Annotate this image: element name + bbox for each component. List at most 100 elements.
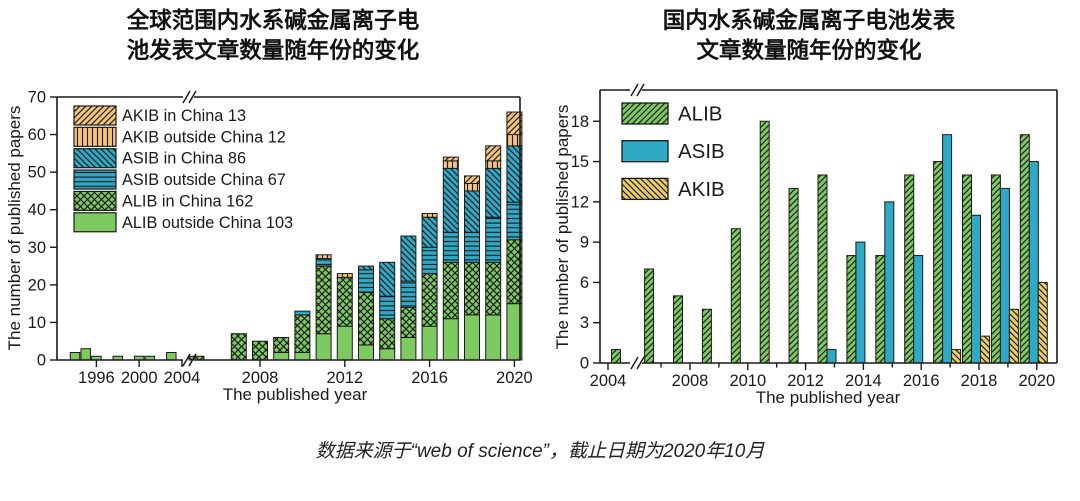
- right-bar-2015-asib: [884, 201, 895, 364]
- left-bar-2015-alib_out: [400, 336, 417, 361]
- right-chart-axes: 0 3 6 9 12 15 18 2004 2008 2010 2012 2014 2016 2018 20…: [571, 83, 1058, 390]
- left-x-tick-label: 2016: [411, 369, 448, 387]
- right-x-tick-label: 2014: [845, 372, 882, 390]
- legend-swatch-akib: [621, 177, 669, 201]
- right-y-tick-label: 6: [580, 274, 589, 292]
- legend-swatch-asib_out: [73, 169, 117, 190]
- left-chart-axes: 0 10 20 30 40 50 60 70 1996 2000 2004 2008 2012 2016 2…: [28, 89, 533, 388]
- right-bar-2008-alib: [673, 295, 683, 364]
- right-bar-2013-asib: [826, 349, 837, 364]
- left-chart: 0 10 20 30 40 50 60 70 1996 2000 2004 2008 2012 2016 2…: [28, 89, 533, 388]
- left-y-tick-label: 0: [37, 352, 46, 370]
- left-bar-2012-alib_out: [336, 325, 353, 361]
- right-x-tick-label: 2020: [1018, 372, 1055, 390]
- right-x-tick-label: 2016: [903, 372, 940, 390]
- left-bar-2010-asib_out: [294, 310, 311, 316]
- right-bar-2017-asib: [942, 134, 953, 364]
- right-y-tick-label: 3: [580, 314, 589, 332]
- left-x-tick-label: 2008: [242, 369, 279, 387]
- right-chart-legend: ALIB ASIB AKIB: [621, 102, 725, 201]
- left-bar-2016-akib_out: [421, 212, 438, 218]
- left-bar-2012-akib_out: [336, 273, 353, 278]
- left-x-tick-label: 2004: [164, 369, 201, 387]
- left-chart-title: 全球范围内水系碱金属离子电 池发表文章数量随年份的变化: [40, 6, 506, 65]
- right-bar-2015-alib: [875, 255, 886, 364]
- left-bar-2013-asib_out: [358, 269, 374, 293]
- left-bar-2018-akib_in: [464, 175, 480, 184]
- right-bar-2013-alib: [817, 174, 828, 364]
- legend-label-akib_out: AKIB outside China 12: [122, 128, 286, 146]
- left-bar-2018-akib_out: [464, 182, 480, 192]
- left-bar-2019-akib_in: [485, 145, 502, 162]
- left-bar-2019-asib_in: [485, 167, 502, 218]
- right-bar-2018-akib: [980, 335, 990, 364]
- left-x-tick-label: 2012: [326, 369, 363, 387]
- right-bar-2011-alib: [759, 120, 770, 364]
- right-bar-2017-alib: [933, 161, 944, 364]
- legend-swatch-asib_in: [73, 148, 117, 169]
- legend-swatch-asib: [621, 140, 669, 163]
- right-x-tick-label: 2010: [729, 372, 766, 390]
- right-x-tick-label: 2004: [590, 372, 627, 390]
- left-bar-2003-alib_out: [166, 351, 177, 361]
- right-bar-2017-akib: [951, 349, 962, 364]
- left-bar-2013-alib_out: [358, 344, 374, 361]
- left-y-axis-label: The number of published papers: [5, 105, 24, 351]
- left-y-tick-label: 70: [28, 89, 46, 107]
- left-chart-legend: AKIB in China 13 AKIB outside China 12 ASI…: [73, 105, 293, 233]
- left-bar-2016-alib_in: [421, 273, 438, 327]
- right-bar-2014-asib: [855, 241, 866, 364]
- right-bar-2019-alib: [990, 174, 1001, 364]
- left-x-tick-label: 2000: [121, 369, 158, 387]
- left-bar-2014-asib_out: [379, 295, 396, 320]
- left-bar-2018-alib_out: [464, 314, 480, 361]
- left-bar-2011-akib_out: [315, 254, 332, 260]
- legend-label-asib_out: ASIB outside China 67: [122, 171, 286, 189]
- left-x-axis-label: The published year: [222, 385, 368, 404]
- left-y-tick-label: 40: [28, 201, 46, 219]
- right-chart-title-line1: 国内水系碱金属离子电池发表: [662, 8, 956, 33]
- left-bar-2017-akib_in: [442, 156, 459, 162]
- legend-swatch-alib_in: [73, 190, 117, 211]
- left-bar-2014-asib_in: [379, 261, 396, 297]
- left-bar-2007-alib_in: [230, 333, 247, 361]
- legend-label-akib: AKIB: [678, 178, 725, 201]
- left-bar-2017-asib_out: [442, 231, 459, 263]
- left-bar-2008-alib_in: [252, 340, 268, 361]
- right-x-tick-label: 2018: [961, 372, 998, 390]
- left-bar-2014-alib_in: [379, 318, 396, 350]
- left-bar-2010-alib_out: [294, 351, 311, 361]
- right-y-tick-label: 0: [580, 355, 589, 373]
- right-bar-2010-alib: [730, 228, 741, 364]
- left-bar-2019-akib_out: [485, 160, 502, 169]
- right-bar-2018-alib: [962, 174, 972, 364]
- left-y-tick-label: 10: [28, 314, 46, 332]
- left-bar-2019-asib_out: [485, 216, 502, 263]
- left-chart-bars: [69, 111, 523, 361]
- left-bar-2017-alib_in: [442, 261, 459, 320]
- left-y-tick-label: 50: [28, 164, 46, 182]
- left-bar-2018-alib_in: [464, 261, 480, 316]
- right-x-tick-label: 2008: [672, 372, 709, 390]
- right-bar-2007-alib: [644, 268, 655, 364]
- left-bar-2010-alib_in: [294, 314, 311, 353]
- right-bar-2009-alib: [701, 308, 712, 364]
- legend-label-alib_in: ALIB in China 162: [122, 192, 253, 210]
- left-bar-2018-asib_out: [464, 231, 480, 263]
- right-bar-2016-asib: [913, 255, 924, 364]
- legend-swatch-alib: [621, 102, 669, 125]
- legend-label-asib_in: ASIB in China 86: [122, 150, 246, 168]
- right-x-axis-label: The published year: [755, 388, 901, 407]
- right-y-tick-label: 18: [571, 113, 589, 131]
- left-bar-2020-akib_in: [506, 111, 523, 136]
- left-bar-2016-alib_out: [421, 325, 438, 361]
- right-chart: 0 3 6 9 12 15 18 2004 2008 2010 2012 2014 2016 2018 20…: [571, 83, 1058, 390]
- right-y-axis-label: The number of published papers: [553, 104, 572, 350]
- right-x-tick-label: 2012: [787, 372, 824, 390]
- right-bar-2004-alib: [611, 349, 621, 364]
- right-y-tick-label: 9: [580, 234, 589, 252]
- left-bar-2012-alib_in: [336, 276, 353, 327]
- left-x-tick-label: 2020: [496, 369, 533, 387]
- right-bar-2019-akib: [1008, 308, 1019, 364]
